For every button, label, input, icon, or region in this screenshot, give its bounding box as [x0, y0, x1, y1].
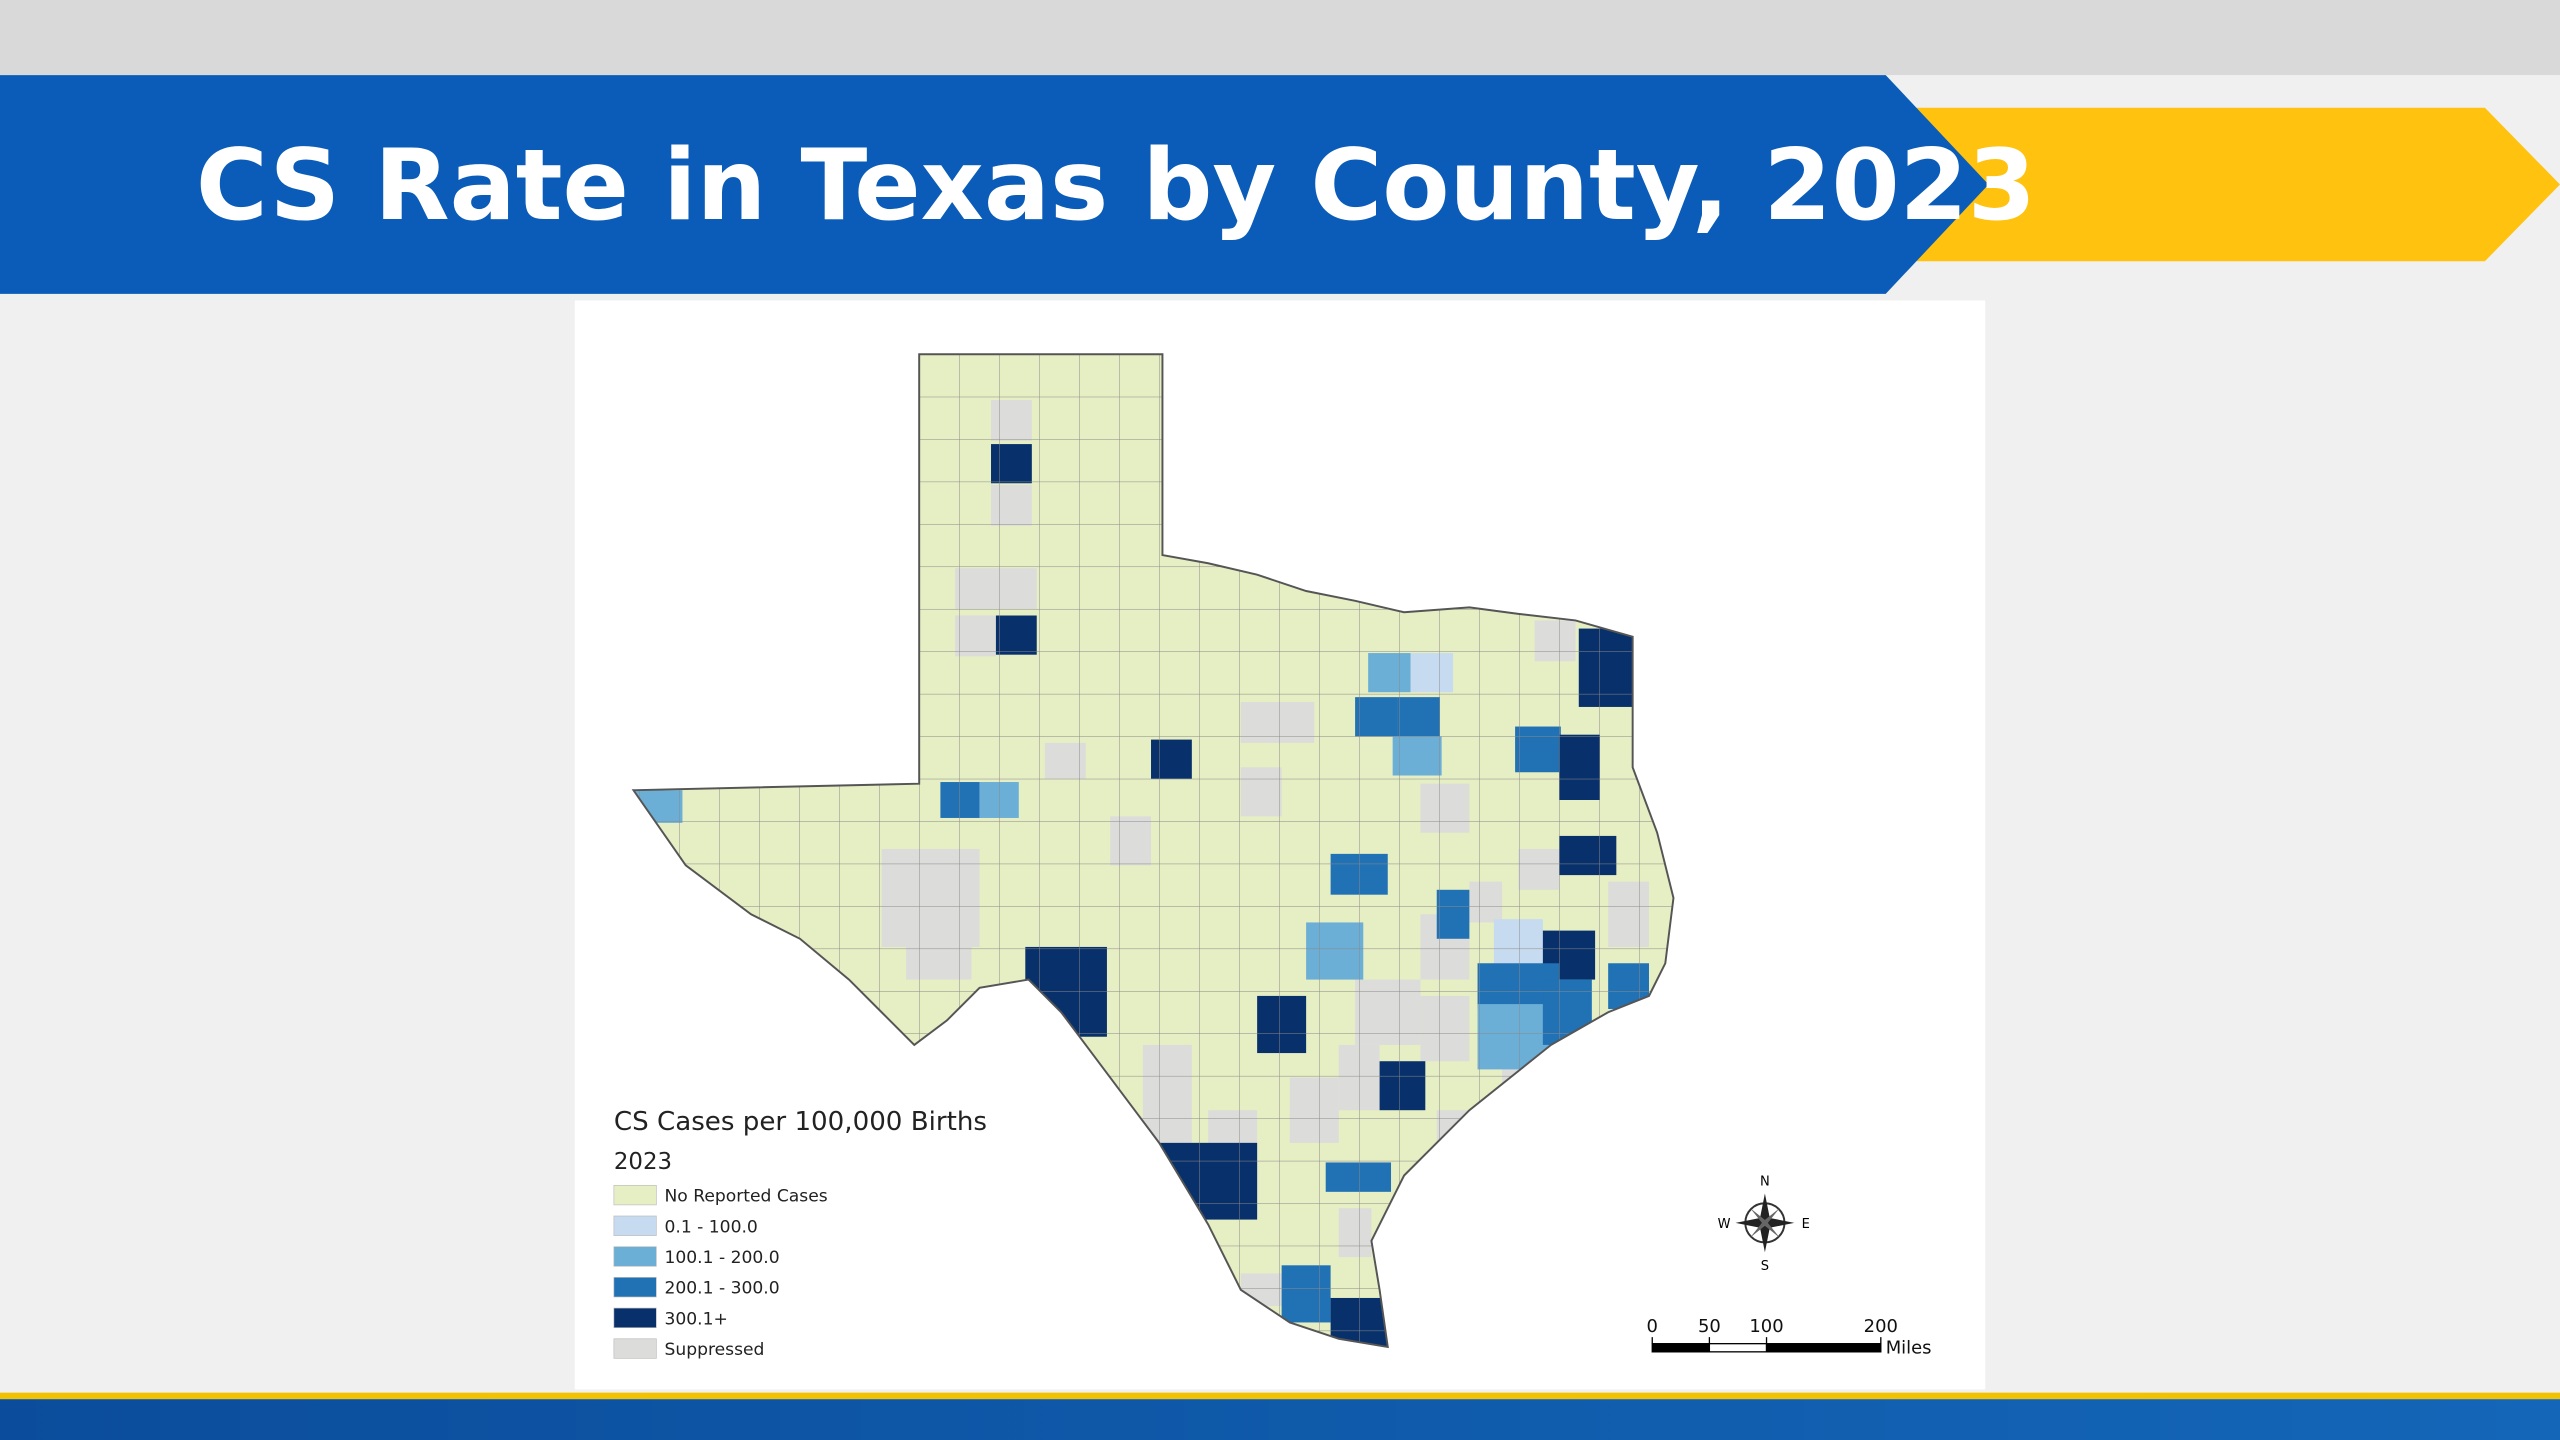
compass-s: S — [1761, 1259, 1769, 1274]
scale-segment — [1765, 1343, 1882, 1353]
top-band — [0, 0, 2560, 76]
legend-label: 200.1 - 300.0 — [664, 1279, 779, 1299]
compass: N S E W — [1718, 1174, 1810, 1274]
bottom-stripe — [0, 1392, 2560, 1400]
legend-label: 0.1 - 100.0 — [664, 1217, 757, 1237]
scale-segment — [1651, 1343, 1711, 1353]
legend-label: No Reported Cases — [664, 1187, 827, 1207]
compass-e: E — [1802, 1217, 1810, 1232]
scale-label: 200 — [1864, 1316, 1898, 1337]
legend-swatch — [613, 1338, 657, 1359]
scale-unit: Miles — [1886, 1337, 1932, 1358]
scale-label: 100 — [1749, 1316, 1783, 1337]
scale-label: 0 — [1647, 1316, 1658, 1337]
legend-year: 2023 — [614, 1149, 672, 1175]
compass-star-diag — [1750, 1208, 1780, 1238]
legend-swatch — [613, 1277, 657, 1298]
slide-title: CS Rate in Texas by County, 2023 — [196, 129, 2036, 243]
legend-title: CS Cases per 100,000 Births — [614, 1107, 987, 1137]
legend-label: 100.1 - 200.0 — [664, 1248, 779, 1268]
legend-swatch — [613, 1215, 657, 1236]
yellow-arrow — [1906, 107, 2560, 262]
legend-swatch — [613, 1307, 657, 1329]
legend-label: Suppressed — [664, 1340, 764, 1360]
legend-label: 300.1+ — [664, 1309, 727, 1329]
legend: CS Cases per 100,000 Births 2023 No Repo… — [613, 1107, 987, 1360]
title-banner — [0, 75, 1989, 294]
scale-segment — [1708, 1343, 1768, 1353]
bottom-bar — [0, 1399, 2560, 1440]
legend-swatch — [613, 1246, 657, 1267]
scale-label: 50 — [1698, 1316, 1721, 1337]
compass-w: W — [1718, 1217, 1731, 1232]
legend-swatch — [613, 1184, 657, 1206]
compass-n: N — [1760, 1174, 1770, 1189]
